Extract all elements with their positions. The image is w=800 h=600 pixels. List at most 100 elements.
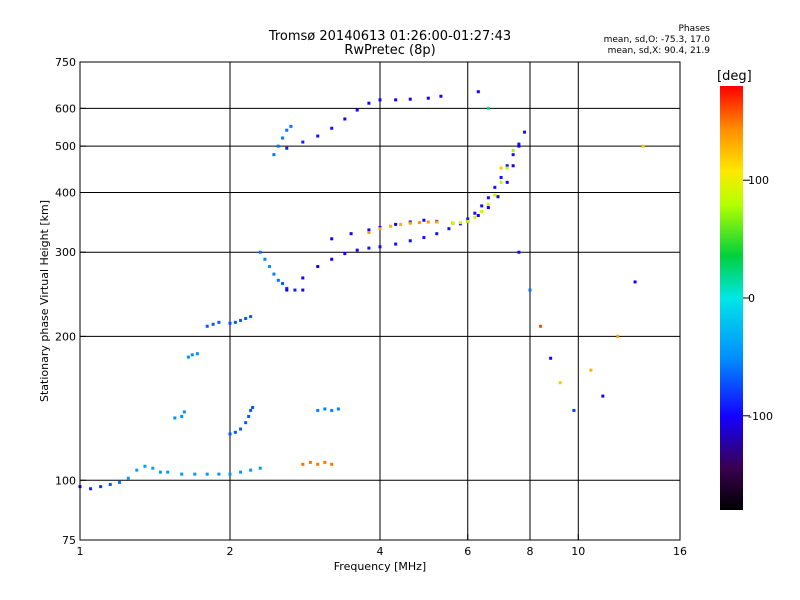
data-point — [493, 193, 497, 197]
data-point — [435, 232, 439, 236]
data-point — [117, 480, 121, 484]
data-point — [143, 464, 147, 468]
data-point — [394, 222, 398, 226]
data-point — [151, 466, 155, 470]
data-point — [458, 221, 462, 225]
data-point — [173, 416, 177, 420]
x-tick-label: 2 — [227, 545, 234, 558]
data-point — [285, 128, 289, 132]
data-point — [378, 227, 382, 231]
data-point — [180, 414, 184, 418]
data-point — [439, 94, 443, 98]
data-point — [517, 144, 521, 148]
data-point — [499, 175, 503, 179]
data-points — [78, 90, 645, 491]
data-point — [408, 221, 412, 225]
data-point — [249, 468, 253, 472]
y-tick-label: 400 — [55, 186, 76, 199]
x-tick-label: 16 — [673, 545, 687, 558]
data-point — [301, 276, 305, 280]
y-tick-label: 200 — [55, 330, 76, 343]
data-point — [249, 408, 253, 412]
data-point — [239, 470, 243, 474]
data-point — [190, 353, 194, 357]
data-point — [126, 476, 130, 480]
data-point — [517, 250, 521, 254]
data-point — [616, 334, 620, 338]
data-point — [267, 265, 271, 269]
x-tick-label: 6 — [464, 545, 471, 558]
data-point — [316, 462, 320, 466]
data-point — [108, 482, 112, 486]
data-point — [422, 218, 426, 222]
data-point — [517, 142, 521, 146]
data-point — [499, 166, 503, 170]
data-point — [239, 318, 243, 322]
data-point — [244, 316, 248, 320]
data-point — [336, 407, 340, 411]
data-point — [378, 245, 382, 249]
y-tick-label: 750 — [55, 56, 76, 69]
data-point — [211, 322, 215, 326]
data-point — [330, 257, 334, 261]
y-axis-ticks: 75 100 200 300 400 500 600 750 — [55, 56, 86, 547]
data-point — [323, 407, 327, 411]
data-point — [343, 117, 347, 121]
data-point — [330, 408, 334, 412]
data-point — [355, 248, 359, 252]
colorbar-tick-label: 0 — [748, 292, 755, 305]
data-point — [193, 472, 197, 476]
data-point — [281, 282, 285, 286]
data-point — [601, 394, 605, 398]
data-point — [426, 220, 430, 224]
data-point — [451, 221, 455, 225]
data-point — [186, 355, 190, 359]
data-point — [281, 136, 285, 140]
data-point — [308, 460, 312, 464]
data-point — [572, 408, 576, 412]
data-point — [505, 166, 509, 170]
data-point — [182, 410, 186, 414]
data-point — [394, 242, 398, 246]
data-point — [367, 230, 371, 234]
data-point — [301, 462, 305, 466]
x-axis-ticks: 1 2 4 8 16 6 10 — [77, 534, 687, 558]
data-point — [301, 288, 305, 292]
data-point — [251, 405, 255, 409]
data-point — [511, 153, 515, 157]
data-point — [355, 108, 359, 112]
data-point — [258, 250, 262, 254]
y-axis-label: Stationary phase Virtual Height [km] — [38, 200, 51, 402]
data-point — [486, 106, 490, 110]
data-point — [316, 265, 320, 269]
data-point — [285, 288, 289, 292]
data-point — [228, 321, 232, 325]
data-point — [408, 239, 412, 243]
stats-x-mode: mean, sd,X: 90.4, 21.9 — [607, 46, 710, 56]
data-point — [486, 196, 490, 200]
x-tick-label: 1 — [77, 545, 84, 558]
data-point — [399, 222, 403, 226]
data-point — [435, 220, 439, 224]
data-point — [205, 324, 209, 328]
data-point — [473, 211, 477, 215]
data-point — [367, 101, 371, 105]
data-point — [323, 460, 327, 464]
data-point — [476, 90, 480, 94]
data-point — [166, 470, 170, 474]
data-point — [289, 124, 293, 128]
y-tick-label: 500 — [55, 140, 76, 153]
data-point — [389, 224, 393, 228]
data-point — [466, 219, 470, 223]
x-tick-label: 4 — [377, 545, 384, 558]
stats-heading: Phases — [678, 24, 710, 34]
data-point — [217, 320, 221, 324]
data-point — [349, 232, 353, 236]
data-point — [408, 97, 412, 101]
y-tick-label: 75 — [62, 534, 76, 547]
data-point — [486, 206, 490, 210]
data-point — [480, 210, 484, 214]
data-point — [233, 320, 237, 324]
data-point — [417, 221, 421, 225]
chart-title: Tromsø 20140613 01:26:00-01:27:43 — [268, 29, 512, 44]
